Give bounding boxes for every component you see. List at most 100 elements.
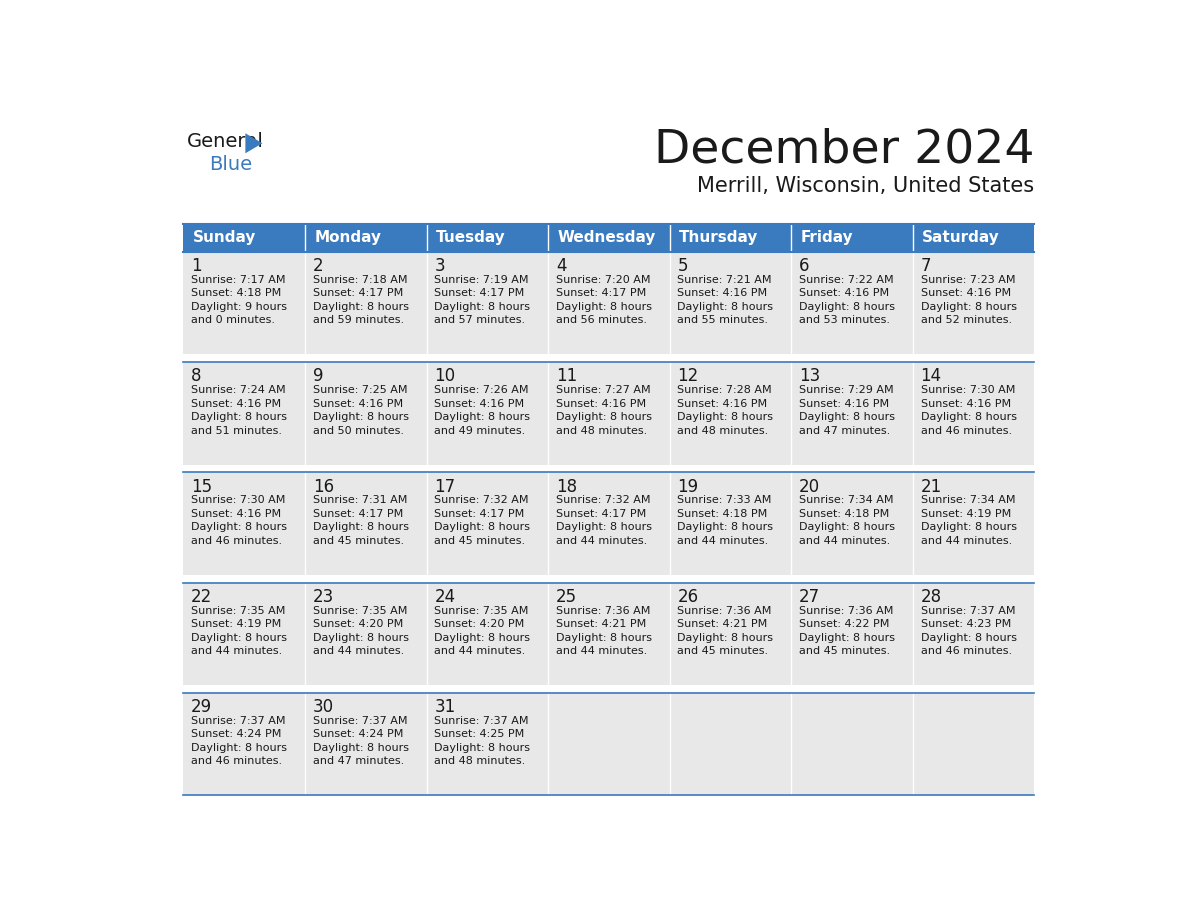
Text: and 48 minutes.: and 48 minutes. <box>435 756 525 767</box>
Text: 11: 11 <box>556 367 577 386</box>
Text: Daylight: 8 hours: Daylight: 8 hours <box>556 522 652 532</box>
Text: Daylight: 8 hours: Daylight: 8 hours <box>556 302 652 312</box>
Text: Daylight: 8 hours: Daylight: 8 hours <box>191 633 287 643</box>
Text: Daylight: 8 hours: Daylight: 8 hours <box>556 412 652 422</box>
Bar <box>305 224 426 252</box>
Bar <box>791 252 912 354</box>
Bar <box>670 224 791 252</box>
Bar <box>912 473 1035 575</box>
Text: Sunset: 4:23 PM: Sunset: 4:23 PM <box>921 620 1011 629</box>
Text: Sunrise: 7:35 AM: Sunrise: 7:35 AM <box>191 606 285 616</box>
Text: Daylight: 8 hours: Daylight: 8 hours <box>921 412 1017 422</box>
Text: Thursday: Thursday <box>678 230 758 245</box>
Text: Sunset: 4:16 PM: Sunset: 4:16 PM <box>921 288 1011 298</box>
Text: and 55 minutes.: and 55 minutes. <box>677 316 769 325</box>
Text: Sunrise: 7:19 AM: Sunrise: 7:19 AM <box>435 274 529 285</box>
Text: and 44 minutes.: and 44 minutes. <box>677 536 769 546</box>
Text: 4: 4 <box>556 257 567 275</box>
Text: 9: 9 <box>312 367 323 386</box>
Text: and 57 minutes.: and 57 minutes. <box>435 316 525 325</box>
Text: and 44 minutes.: and 44 minutes. <box>556 536 647 546</box>
Bar <box>791 473 912 575</box>
Text: Sunset: 4:16 PM: Sunset: 4:16 PM <box>677 288 767 298</box>
Text: and 56 minutes.: and 56 minutes. <box>556 316 646 325</box>
Text: Sunset: 4:24 PM: Sunset: 4:24 PM <box>191 730 282 740</box>
Bar <box>548 224 670 252</box>
Text: Sunset: 4:24 PM: Sunset: 4:24 PM <box>312 730 403 740</box>
Text: Sunset: 4:16 PM: Sunset: 4:16 PM <box>312 398 403 409</box>
Text: 23: 23 <box>312 588 334 606</box>
Bar <box>305 362 426 465</box>
Text: Sunset: 4:17 PM: Sunset: 4:17 PM <box>435 509 525 519</box>
Bar <box>548 693 670 796</box>
Text: Sunrise: 7:29 AM: Sunrise: 7:29 AM <box>800 386 893 396</box>
Text: 30: 30 <box>312 699 334 716</box>
Text: Sunrise: 7:35 AM: Sunrise: 7:35 AM <box>312 606 407 616</box>
Text: Sunset: 4:19 PM: Sunset: 4:19 PM <box>921 509 1011 519</box>
Text: Sunrise: 7:36 AM: Sunrise: 7:36 AM <box>677 606 772 616</box>
Text: 13: 13 <box>800 367 820 386</box>
Text: Sunrise: 7:17 AM: Sunrise: 7:17 AM <box>191 274 285 285</box>
Bar <box>426 693 548 796</box>
Text: and 47 minutes.: and 47 minutes. <box>312 756 404 767</box>
Text: Daylight: 8 hours: Daylight: 8 hours <box>677 522 773 532</box>
Bar <box>305 693 426 796</box>
Text: Daylight: 8 hours: Daylight: 8 hours <box>435 412 530 422</box>
Text: 26: 26 <box>677 588 699 606</box>
Bar <box>305 252 426 354</box>
Bar <box>670 693 791 796</box>
Text: 5: 5 <box>677 257 688 275</box>
Text: 20: 20 <box>800 477 820 496</box>
Text: Daylight: 8 hours: Daylight: 8 hours <box>191 412 287 422</box>
Bar <box>548 252 670 354</box>
Text: and 45 minutes.: and 45 minutes. <box>677 646 769 656</box>
Text: Sunset: 4:16 PM: Sunset: 4:16 PM <box>921 398 1011 409</box>
Bar <box>791 583 912 685</box>
Text: and 51 minutes.: and 51 minutes. <box>191 426 282 436</box>
Text: and 50 minutes.: and 50 minutes. <box>312 426 404 436</box>
Text: 18: 18 <box>556 477 577 496</box>
Text: Sunset: 4:25 PM: Sunset: 4:25 PM <box>435 730 525 740</box>
Text: Daylight: 9 hours: Daylight: 9 hours <box>191 302 287 312</box>
Text: 10: 10 <box>435 367 455 386</box>
Text: General: General <box>188 131 264 151</box>
Text: and 46 minutes.: and 46 minutes. <box>191 756 283 767</box>
Text: 29: 29 <box>191 699 213 716</box>
Bar <box>183 252 305 354</box>
Text: Sunset: 4:16 PM: Sunset: 4:16 PM <box>800 288 889 298</box>
Text: Sunset: 4:21 PM: Sunset: 4:21 PM <box>556 620 646 629</box>
Text: Sunset: 4:16 PM: Sunset: 4:16 PM <box>800 398 889 409</box>
Text: Merrill, Wisconsin, United States: Merrill, Wisconsin, United States <box>697 175 1035 196</box>
Text: Daylight: 8 hours: Daylight: 8 hours <box>435 743 530 753</box>
Text: Sunrise: 7:20 AM: Sunrise: 7:20 AM <box>556 274 650 285</box>
Text: December 2024: December 2024 <box>653 128 1035 173</box>
Text: and 0 minutes.: and 0 minutes. <box>191 316 276 325</box>
Text: Sunrise: 7:37 AM: Sunrise: 7:37 AM <box>921 606 1015 616</box>
Text: Sunset: 4:17 PM: Sunset: 4:17 PM <box>312 288 403 298</box>
Text: Sunrise: 7:32 AM: Sunrise: 7:32 AM <box>556 496 650 506</box>
Text: Daylight: 8 hours: Daylight: 8 hours <box>921 522 1017 532</box>
Bar <box>670 362 791 465</box>
Text: Sunset: 4:16 PM: Sunset: 4:16 PM <box>191 509 282 519</box>
Text: Sunset: 4:20 PM: Sunset: 4:20 PM <box>312 620 403 629</box>
Text: and 46 minutes.: and 46 minutes. <box>921 646 1012 656</box>
Text: Sunrise: 7:31 AM: Sunrise: 7:31 AM <box>312 496 407 506</box>
Text: Daylight: 8 hours: Daylight: 8 hours <box>435 302 530 312</box>
Bar <box>426 583 548 685</box>
Text: 16: 16 <box>312 477 334 496</box>
Text: and 52 minutes.: and 52 minutes. <box>921 316 1012 325</box>
Text: Sunrise: 7:34 AM: Sunrise: 7:34 AM <box>800 496 893 506</box>
Bar <box>912 224 1035 252</box>
Text: 19: 19 <box>677 477 699 496</box>
Text: Blue: Blue <box>209 155 252 174</box>
Text: and 45 minutes.: and 45 minutes. <box>800 646 890 656</box>
Text: and 45 minutes.: and 45 minutes. <box>435 536 525 546</box>
Text: Sunset: 4:16 PM: Sunset: 4:16 PM <box>435 398 524 409</box>
Text: 31: 31 <box>435 699 455 716</box>
Text: Sunrise: 7:36 AM: Sunrise: 7:36 AM <box>800 606 893 616</box>
Text: Daylight: 8 hours: Daylight: 8 hours <box>191 743 287 753</box>
Bar <box>548 583 670 685</box>
Text: 3: 3 <box>435 257 444 275</box>
Text: 21: 21 <box>921 477 942 496</box>
Text: Sunrise: 7:28 AM: Sunrise: 7:28 AM <box>677 386 772 396</box>
